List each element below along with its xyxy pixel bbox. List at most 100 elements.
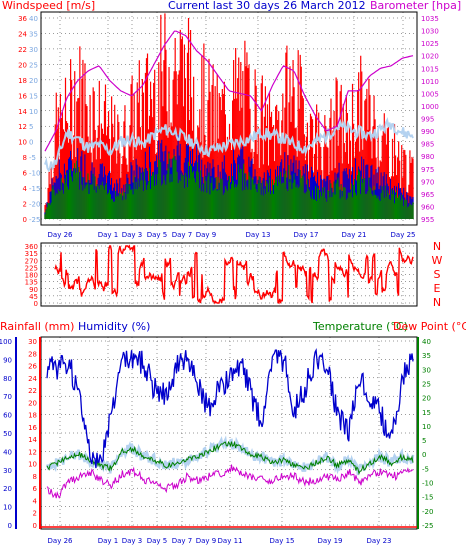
rainfall-tick-label: 26 [28,363,37,371]
rainfall-tick-label: 22 [28,387,37,395]
rainfall-tick-label: 2 [33,510,37,518]
direction-tick-label: 315 [25,250,38,258]
humidity-tick-label: 70 [3,393,12,401]
humidity-tick-label: 100 [0,338,12,346]
rainfall-tick-label: 4 [33,497,38,505]
barometer-tick-label: 1010 [421,78,439,86]
compass-label: S [434,268,441,281]
rainfall-tick-label: 20 [28,399,37,407]
direction-tick-label: 360 [25,243,38,251]
temp-tick-label: 5 [29,123,33,131]
temp-tick-label: 20 [29,77,38,85]
temperature-tick-label: 15 [422,409,431,417]
wind-tick-label: 12 [18,123,27,131]
temperature-tick-label: 5 [422,437,426,445]
barometer-tick-label: 1020 [421,53,439,61]
compass-label: N [433,240,441,253]
rainfall-tick-label: 10 [28,461,37,469]
wind-tick-label: 24 [18,30,27,38]
direction-panel-grid [41,243,417,306]
compass-label: W [432,254,443,267]
windspeed-title: Windspeed [m/s] [2,0,95,12]
humidity-tick-label: 50 [3,430,12,438]
barometer-tick-label: 965 [421,191,434,199]
wind-x-tick-label: Day 26 [48,231,74,239]
climate-x-tick-label: Day 11 [218,537,243,545]
compass-label: N [433,296,441,309]
barometer-tick-label: 1015 [421,65,439,73]
barometer-tick-label: 1035 [421,15,439,23]
wind-x-tick-label: Day 17 [294,231,319,239]
temperature-tick-label: 35 [422,352,431,360]
wind-x-tick-label: Day 9 [196,231,217,239]
barometer-tick-label: 980 [421,153,434,161]
climate-x-tick-label: Day 26 [48,537,74,545]
wind-tick-label: 8 [23,154,27,162]
temperature-tick-label: 30 [422,366,431,374]
climate-panel-series [15,337,419,529]
direction-panel-series [54,244,414,305]
wind-x-tick-label: Day 21 [342,231,367,239]
temperature-tick-label: 40 [422,338,431,346]
dewpoint-label: Dew Point (°C) [393,320,466,333]
direction-tick-label: 90 [29,286,38,294]
temp-tick-label: 25 [29,61,38,69]
climate-x-tick-label: Day 23 [367,537,392,545]
wind-panel-right-ticks: 1035 1030 1025 1020 1015 1010 1005 1000 995 990 98… [421,15,439,224]
temperature-tick-label: -20 [422,508,433,516]
humidity-tick-label: 20 [3,485,12,493]
climate-panel-left-ticks: 1009080706050403020100302826242220181614… [0,338,38,530]
temperature-tick-label: -5 [422,465,429,473]
temperature-tick-label: -25 [422,522,433,530]
climate-x-tick-label: Day 15 [270,537,295,545]
chart-title: Current last 30 days 26 March 2012 [168,0,366,12]
climate-x-tick-label: Day 1 [98,537,119,545]
humidity-tick-label: 10 [3,504,12,512]
humidity-label: Humidity (%) [78,320,150,333]
wind-tick-label: 16 [18,92,27,100]
temperature-line [44,117,414,173]
humidity-tick-label: 40 [3,448,12,456]
temp-tick-label: 30 [29,46,38,54]
dewpoint-line [46,464,414,499]
wind-tick-label: 36 [18,15,27,23]
rainfall-tick-label: 0 [33,522,37,530]
wind-panel-frame [40,11,418,226]
compass-label: E [434,282,441,295]
wind-x-tick-label: Day 13 [246,231,271,239]
barometer-line [44,30,414,152]
humidity-tick-label: 30 [3,467,12,475]
climate-panel-grid [41,337,417,529]
climate-x-tick-label: Day 9 [196,537,217,545]
direction-tick-label: 270 [25,257,38,265]
wind-tick-label: 18 [18,77,27,85]
climate-x-tick-label: Day 5 [147,537,168,545]
humidity-tick-label: 90 [3,356,12,364]
barometer-tick-label: 1000 [421,103,439,111]
temperature-tick-label: 10 [422,423,431,431]
humidity-tick-label: 60 [3,412,12,420]
wind-tick-label: 14 [18,108,27,116]
wind-tick-label: 4 [23,185,28,193]
direction-tick-label: 225 [25,264,38,272]
wind-panel-series [44,13,414,219]
climate-x-tick-label: Day 3 [122,537,143,545]
rainfall-tick-label: 6 [33,485,38,493]
wind-tick-label: 0 [23,216,27,224]
barometer-tick-label: 975 [421,166,434,174]
wind-x-tick-label: Day 25 [391,231,416,239]
temperature-tick-label: 25 [422,380,431,388]
rainfall-tick-label: 24 [28,375,37,383]
temp-tick-label: 0 [29,139,33,147]
humidity-tick-label: 0 [8,522,12,530]
barometer-title: Barometer [hpa] [370,0,461,12]
direction-tick-label: 0 [34,300,38,308]
climate-panel-x-labels: Day 26 Day 1 Day 3 Day 5 Day 7 Day 9 Day 11 Day… [48,537,392,545]
barometer-tick-label: 1005 [421,90,439,98]
temperature-label: Temperature (°C) [312,320,408,333]
temperature-tick-label: 20 [422,395,431,403]
